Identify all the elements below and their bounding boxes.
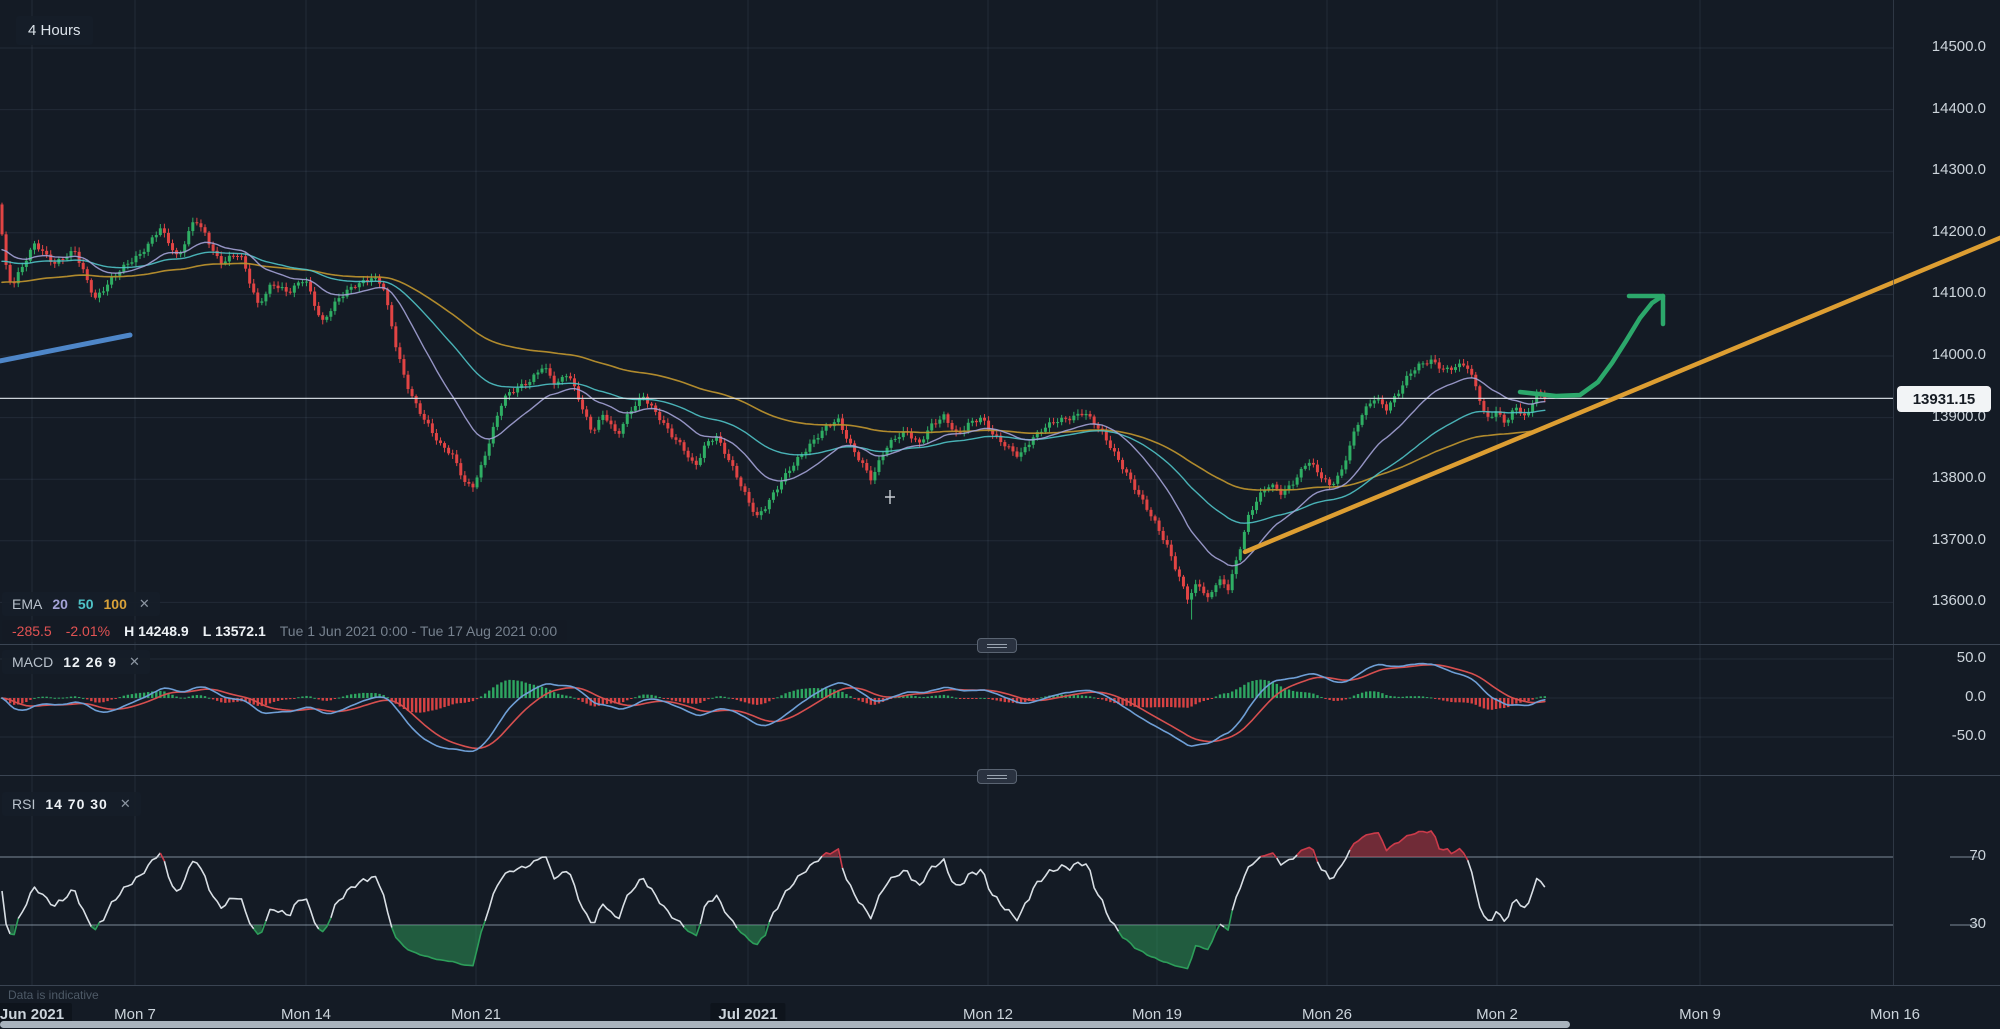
high-value: H 14248.9	[124, 623, 189, 639]
blue-trendline[interactable]	[0, 332, 133, 364]
pane-divider-handle-macd[interactable]	[977, 638, 1017, 653]
visible-date-range: Tue 1 Jun 2021 0:00 - Tue 17 Aug 2021 0:…	[279, 623, 558, 639]
green-arrow-annotation[interactable]	[1517, 293, 1666, 399]
timeframe-chip[interactable]: 4 Hours	[16, 16, 93, 45]
macd-params: 12 26 9	[63, 654, 117, 670]
change-value: -285.5	[12, 623, 52, 639]
candles-layer	[0, 202, 1547, 620]
rsi-layer	[0, 830, 1893, 970]
rsi-legend[interactable]: RSI 14 70 30 ✕	[2, 792, 141, 816]
pane-divider-handle-rsi[interactable]	[977, 769, 1017, 784]
ema-param-100: 100	[103, 596, 127, 612]
ema-param-50: 50	[77, 596, 94, 612]
gridlines	[0, 0, 1893, 985]
ema-legend-name: EMA	[12, 596, 43, 612]
macd-legend[interactable]: MACD 12 26 9 ✕	[2, 650, 150, 674]
disclaimer-text: Data is indicative	[8, 988, 99, 1002]
ema-close-icon[interactable]: ✕	[138, 596, 150, 611]
rsi-legend-name: RSI	[12, 796, 36, 812]
current-price-label: 13931.15	[1897, 386, 1991, 412]
horizontal-scrollbar[interactable]	[0, 1021, 1570, 1028]
low-value: L 13572.1	[202, 623, 266, 639]
stats-row: -285.5 -2.01% H 14248.9 L 13572.1 Tue 1 …	[2, 620, 568, 642]
ema-lines-layer	[1, 241, 1546, 567]
ema-legend[interactable]: EMA 20 50 100 ✕	[2, 592, 160, 616]
rsi-close-icon[interactable]: ✕	[119, 796, 131, 811]
macd-layer	[0, 662, 1546, 753]
macd-legend-name: MACD	[12, 654, 54, 670]
orange-trendline[interactable]	[1242, 235, 2000, 555]
macd-close-icon[interactable]: ✕	[128, 654, 140, 669]
ema-param-20: 20	[52, 596, 68, 612]
crosshair-marker	[885, 490, 895, 504]
rsi-params: 14 70 30	[45, 796, 108, 812]
change-percent: -2.01%	[65, 623, 111, 639]
